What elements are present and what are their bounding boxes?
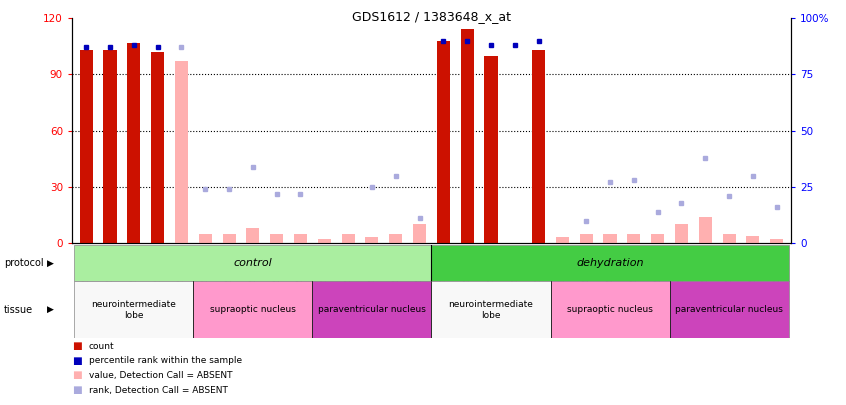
Bar (199, 234, 212, 243)
Bar (437, 41, 450, 243)
Text: count: count (89, 342, 114, 351)
Bar (365, 237, 378, 243)
Bar (651, 234, 664, 243)
Bar (312, 281, 431, 338)
Bar (556, 237, 569, 243)
Bar (746, 236, 760, 243)
Bar (532, 50, 545, 243)
Bar (460, 30, 474, 243)
Bar (485, 56, 497, 243)
Bar (722, 234, 736, 243)
Bar (74, 245, 431, 281)
Text: dehydration: dehydration (576, 258, 644, 268)
Bar (80, 50, 93, 243)
Text: rank, Detection Call = ABSENT: rank, Detection Call = ABSENT (89, 386, 228, 394)
Bar (194, 281, 312, 338)
Text: supraoptic nucleus: supraoptic nucleus (567, 305, 653, 314)
Text: ▶: ▶ (47, 305, 54, 314)
Text: neurointermediate
lobe: neurointermediate lobe (91, 300, 176, 320)
Text: ■: ■ (72, 385, 82, 395)
Text: tissue: tissue (4, 305, 33, 315)
Bar (294, 234, 307, 243)
Bar (551, 281, 669, 338)
Bar (246, 228, 260, 243)
Bar (103, 50, 117, 243)
Text: ■: ■ (72, 341, 82, 351)
Text: ■: ■ (72, 356, 82, 366)
Text: neurointermediate
lobe: neurointermediate lobe (448, 300, 534, 320)
Bar (669, 281, 788, 338)
Bar (127, 43, 140, 243)
Text: percentile rank within the sample: percentile rank within the sample (89, 356, 242, 365)
Bar (431, 281, 551, 338)
Bar (675, 224, 688, 243)
Bar (580, 234, 593, 243)
Bar (699, 217, 711, 243)
Text: ▶: ▶ (47, 259, 54, 268)
Bar (151, 52, 164, 243)
Bar (389, 234, 403, 243)
Text: GDS1612 / 1383648_x_at: GDS1612 / 1383648_x_at (352, 10, 511, 23)
Text: ■: ■ (72, 371, 82, 380)
Bar (342, 234, 354, 243)
Bar (222, 234, 236, 243)
Text: control: control (233, 258, 272, 268)
Text: supraoptic nucleus: supraoptic nucleus (210, 305, 296, 314)
Bar (603, 234, 617, 243)
Bar (413, 224, 426, 243)
Bar (270, 234, 283, 243)
Text: value, Detection Call = ABSENT: value, Detection Call = ABSENT (89, 371, 233, 380)
Text: protocol: protocol (4, 258, 44, 268)
Bar (627, 234, 640, 243)
Bar (770, 239, 783, 243)
Bar (431, 245, 788, 281)
Text: paraventricular nucleus: paraventricular nucleus (675, 305, 783, 314)
Bar (74, 281, 194, 338)
Bar (318, 239, 331, 243)
Text: paraventricular nucleus: paraventricular nucleus (318, 305, 426, 314)
Bar (175, 61, 188, 243)
